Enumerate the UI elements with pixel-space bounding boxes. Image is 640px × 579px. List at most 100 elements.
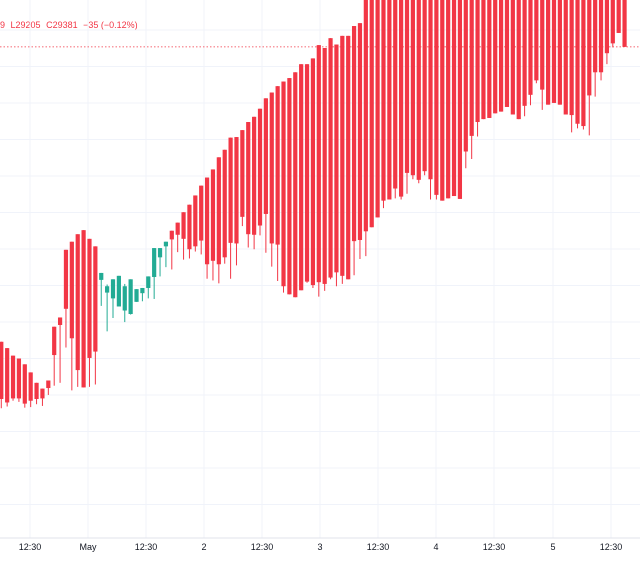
candle-down — [310, 58, 316, 286]
candle-down — [346, 35, 351, 280]
candle-down — [540, 0, 545, 90]
candle-down — [175, 222, 180, 235]
candle-down — [75, 234, 80, 371]
candle-up — [140, 287, 145, 294]
x-tick-label: 12:30 — [135, 542, 158, 552]
x-axis: 12:30 May 12:30 2 12:30 3 12:30 4 12:30 5 12:30 — [0, 537, 640, 552]
candle-down — [381, 0, 386, 201]
candle-down — [357, 23, 363, 240]
candle-down — [351, 26, 357, 242]
candle-down — [187, 204, 192, 250]
x-tick-label: May — [79, 542, 97, 552]
candle-down — [440, 0, 445, 201]
candle-down — [363, 0, 368, 232]
candle-down — [498, 0, 504, 112]
candle-down — [16, 358, 22, 399]
candle-down — [334, 44, 339, 273]
candle-down — [528, 0, 533, 95]
candle-down — [581, 0, 586, 127]
candle-down — [257, 108, 263, 226]
candle-down — [457, 0, 463, 199]
candle-down — [422, 0, 427, 172]
candle-up — [116, 275, 121, 307]
candle-down — [475, 0, 480, 123]
candle-down — [522, 0, 527, 106]
candle-down — [304, 64, 310, 282]
x-tick-label: 12:30 — [19, 542, 42, 552]
candle-up — [110, 279, 116, 299]
candle-down — [34, 382, 39, 399]
candle-down — [287, 78, 292, 295]
candle-down — [551, 0, 557, 103]
candle-up — [99, 272, 104, 280]
candle-down — [228, 137, 233, 243]
candle-down — [281, 81, 286, 287]
candle-up — [157, 248, 163, 258]
candle-down — [416, 0, 421, 180]
candle-down — [410, 0, 415, 176]
candle-down — [428, 0, 433, 180]
candle-down — [469, 0, 474, 136]
legend-close: C29381 — [46, 20, 78, 30]
candle-down — [534, 0, 539, 81]
candle-up — [122, 286, 127, 311]
candle-down — [375, 0, 380, 218]
candle-down — [593, 0, 598, 73]
candle-down — [387, 0, 392, 200]
candle-down — [46, 380, 51, 389]
x-tick-label: 5 — [550, 542, 555, 552]
x-tick-label: 12:30 — [483, 542, 506, 552]
candle-down — [263, 98, 268, 214]
candle-down — [246, 122, 251, 235]
candle-down — [269, 92, 274, 244]
candle-down — [0, 341, 4, 399]
candle-down — [487, 0, 492, 118]
candle-down — [575, 0, 580, 124]
candle-down — [81, 230, 86, 388]
candle-down — [63, 249, 69, 309]
candle-up — [146, 276, 151, 288]
x-tick-label: 12:30 — [600, 542, 623, 552]
candle-down — [322, 47, 327, 284]
candle-down — [393, 0, 398, 189]
candle-down — [293, 72, 298, 298]
legend-open-partial: 9 — [0, 20, 6, 30]
candle-down — [434, 0, 439, 195]
candle-down — [193, 195, 198, 247]
candle-down — [504, 0, 510, 107]
candle-down — [404, 0, 410, 173]
candle-down — [316, 45, 321, 283]
candle-down — [69, 241, 74, 339]
candle-down — [340, 35, 345, 276]
candle-down — [87, 238, 92, 358]
candle-up — [152, 248, 157, 277]
x-tick-label: 3 — [317, 542, 322, 552]
x-tick-label: 12:30 — [251, 542, 274, 552]
candle-down — [252, 116, 257, 235]
candle-down — [369, 0, 374, 228]
candle-down — [93, 246, 98, 352]
legend-low: L29205 — [10, 20, 41, 30]
candle-down — [493, 0, 498, 114]
candle-down — [234, 137, 239, 244]
candle-down — [52, 326, 57, 356]
candle-down — [463, 0, 468, 152]
candle-down — [240, 130, 245, 217]
candle-down — [451, 0, 457, 197]
candle-down — [222, 149, 227, 258]
candles — [0, 0, 627, 409]
candle-up — [163, 241, 169, 247]
candle-down — [446, 0, 451, 199]
candle-down — [10, 355, 16, 399]
candle-down — [598, 0, 604, 73]
candle-up — [105, 286, 110, 293]
candle-down — [22, 364, 27, 404]
candle-down — [557, 0, 562, 105]
candle-down — [210, 169, 216, 261]
candle-down — [510, 0, 515, 115]
candle-down — [216, 157, 221, 265]
candle-down — [199, 185, 204, 241]
candle-down — [169, 230, 174, 240]
candle-down — [399, 0, 404, 197]
